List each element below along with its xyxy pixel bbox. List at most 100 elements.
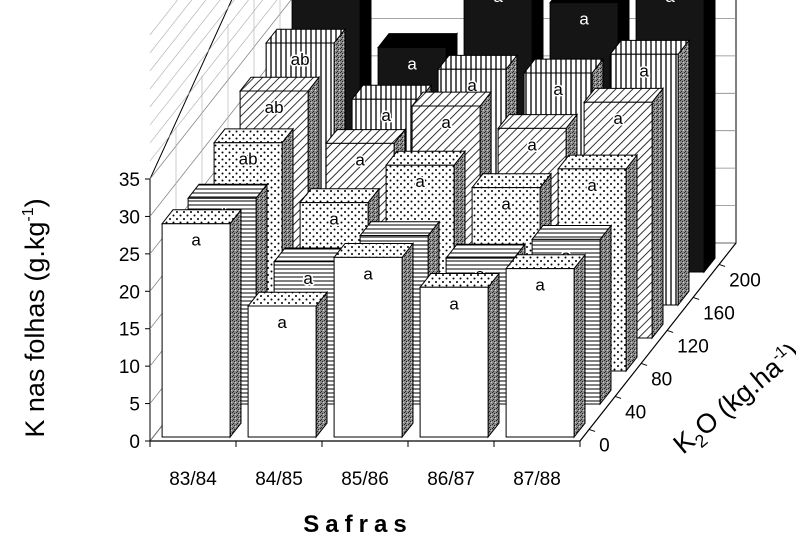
bar-top <box>359 221 441 237</box>
depth-tick <box>588 428 596 432</box>
bar-top <box>411 91 493 107</box>
x-tick-label: 87/88 <box>513 469 561 490</box>
bar-top <box>377 33 459 48</box>
bar-top <box>265 28 347 44</box>
depth-tick <box>692 296 700 300</box>
bar-label: a <box>191 231 201 250</box>
bar-top <box>325 129 407 144</box>
bar-side <box>401 242 414 439</box>
bar-label: a <box>381 106 391 125</box>
bar-top <box>333 243 415 258</box>
y-tick-label: 35 <box>119 170 140 191</box>
bars: aaaabaaaaabaaaaabaaaaabaaaaabaaaaa <box>161 0 716 439</box>
bar-label: a <box>441 113 451 132</box>
y-tick-label: 10 <box>119 357 140 378</box>
depth-tick-label: 160 <box>703 303 735 324</box>
depth-tick <box>640 362 648 366</box>
depth-tick-label: 80 <box>651 369 672 390</box>
bar-side <box>625 153 638 373</box>
depth-tick <box>666 329 674 333</box>
gridline <box>149 0 235 108</box>
y-tick-label: 20 <box>119 282 140 303</box>
bar-label: ab <box>291 50 310 69</box>
y-tick-label: 15 <box>119 320 140 341</box>
bar-label: a <box>665 0 675 6</box>
bar: a <box>161 208 243 439</box>
bar-top <box>161 209 243 225</box>
y-tick-label: 30 <box>119 207 140 228</box>
bar: a <box>333 242 415 439</box>
bar-label: ab <box>265 98 284 117</box>
bar-label: a <box>363 264 373 283</box>
bar-front <box>333 256 403 438</box>
x-tick-label: 86/87 <box>427 469 475 490</box>
x-tick-label: 84/85 <box>255 469 303 490</box>
bar-top <box>299 188 381 204</box>
bar-label: a <box>329 210 339 229</box>
depth-tick-label: 0 <box>599 435 610 456</box>
bar-top <box>385 150 467 166</box>
bar-label: a <box>407 54 417 73</box>
gridline <box>149 0 249 126</box>
bar-label: a <box>639 61 649 80</box>
bar-top <box>471 173 553 189</box>
bar-side <box>677 38 690 307</box>
bar-label: a <box>535 276 545 295</box>
y-axis-label: K nas folhas (g.kg-1) <box>20 198 50 437</box>
bar-label: a <box>467 76 477 95</box>
gridline <box>149 0 207 72</box>
bar-side <box>487 272 500 439</box>
depth-tick-label: 40 <box>625 402 646 423</box>
bar-label: a <box>449 294 459 313</box>
bar-top <box>583 87 665 103</box>
depth-tick <box>614 395 622 399</box>
bar-top <box>419 273 501 288</box>
bar-label: a <box>501 195 511 214</box>
bar-top <box>497 114 579 129</box>
bar-front <box>247 305 317 438</box>
bar-side <box>651 86 664 340</box>
y-tick-label: 0 <box>129 432 140 453</box>
y-tick-label: 25 <box>119 245 140 266</box>
bar-label: a <box>527 135 537 154</box>
bar-label: a <box>415 172 425 191</box>
gridline <box>149 0 221 90</box>
bar: a <box>419 272 501 439</box>
bar-side <box>703 0 716 274</box>
bar-top <box>609 39 691 55</box>
depth-tick <box>718 263 726 267</box>
bar-label: a <box>587 176 597 195</box>
bar-side <box>315 290 328 439</box>
depth-tick-label: 200 <box>729 270 761 291</box>
x-axis-label: Safras <box>303 511 412 538</box>
bar-top <box>213 128 295 144</box>
bar-front <box>505 268 575 438</box>
bar-label: a <box>277 313 287 332</box>
bar-label: a <box>303 269 313 288</box>
bar-side <box>229 208 242 439</box>
bar-top <box>445 243 527 259</box>
bar-label: a <box>493 0 503 6</box>
x-tick-label: 83/84 <box>169 469 217 490</box>
bar-label: ab <box>239 150 258 169</box>
bar-front <box>419 286 489 438</box>
bar-top <box>523 58 605 74</box>
bar-label: a <box>613 109 623 128</box>
x-axis: 83/84 84/85 85/86 86/87 87/88 <box>149 441 581 490</box>
bar-label: a <box>355 150 365 169</box>
bar-top <box>557 154 639 170</box>
bar-label: a <box>579 10 589 29</box>
bar-top <box>531 225 613 240</box>
bar-top <box>247 291 329 307</box>
bar-top <box>437 54 519 70</box>
bar: a <box>247 290 329 439</box>
bar-top <box>187 183 269 199</box>
bar-side <box>599 224 612 406</box>
bar-front <box>161 223 231 438</box>
bar-side <box>573 253 586 439</box>
y-axis: 0 5 10 15 20 25 30 35 <box>119 170 150 453</box>
bar-label: a <box>553 80 563 99</box>
bar: a <box>505 253 587 439</box>
